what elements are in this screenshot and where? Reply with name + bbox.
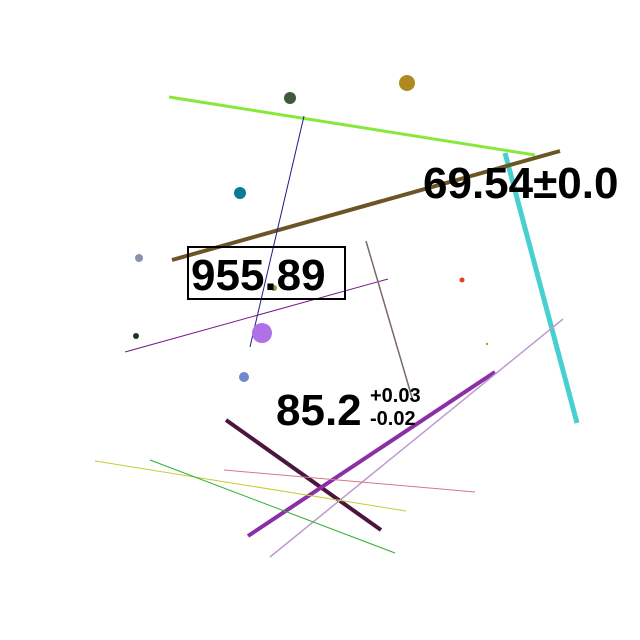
value-label-3-minus: -0.02 [370,408,416,430]
dot-red [459,277,465,283]
dot-teal [234,187,246,199]
dot-gold [399,75,415,91]
value-label-2: 955.89 [191,251,326,300]
line-gray-brown [365,240,414,402]
line-violet [246,370,497,538]
value-box-2 [187,246,346,300]
line-yellow-olive [94,460,407,512]
line-pink [223,469,476,493]
dot-slate [135,254,143,262]
value-label-3-main: 85.2 [276,386,362,435]
line-lime [168,95,536,157]
value-label-1: 69.54±0.0 [423,159,618,208]
dot-blue [239,372,249,382]
line-navy [249,115,305,348]
dot-purple [252,323,272,343]
line-plum-dark [224,418,383,532]
value-label-3-plus: +0.03 [370,385,421,407]
dot-lime [485,342,489,346]
dot-dark-green [284,92,296,104]
line-cyan [502,152,580,424]
line-green [149,459,396,554]
line-olive-brown [171,149,561,262]
dot-black-green [133,333,139,339]
line-lavender [269,318,564,558]
dot-olive [271,285,277,291]
